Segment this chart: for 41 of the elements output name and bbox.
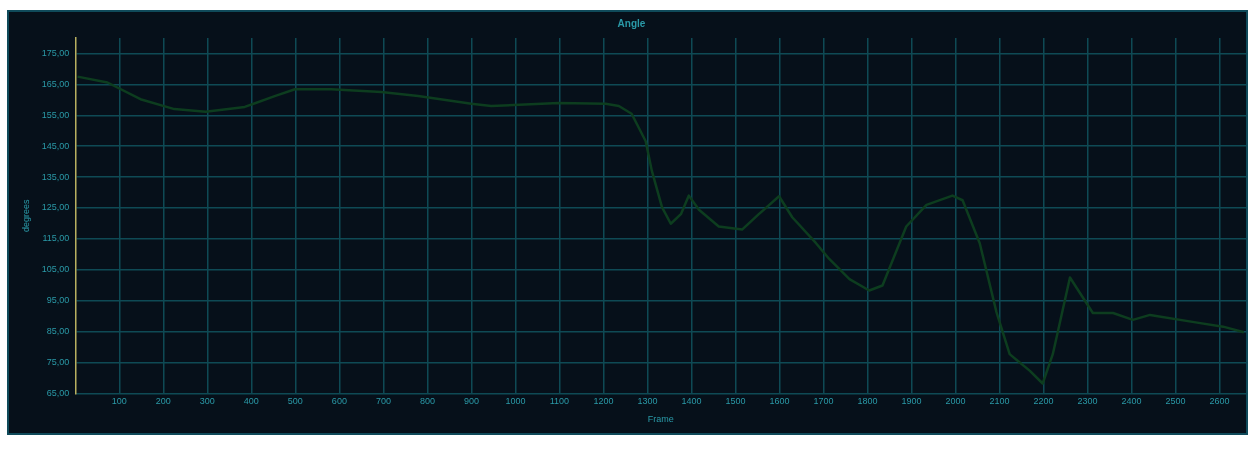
- y-tick-label: 165,00: [41, 78, 70, 89]
- x-tick-label: 1100: [549, 396, 570, 407]
- x-tick-label: 1600: [769, 396, 790, 407]
- x-axis-title: Frame: [647, 414, 674, 425]
- x-tick-label: 800: [419, 396, 435, 407]
- x-tick-label: 2200: [1033, 396, 1054, 407]
- x-tick-label: 2600: [1209, 396, 1230, 407]
- x-tick-label: 400: [243, 396, 259, 407]
- x-tick-label: 1400: [681, 396, 702, 407]
- x-tick-label: 200: [155, 396, 171, 407]
- chart-title: Angle: [617, 17, 646, 29]
- y-tick-label: 105,00: [41, 264, 70, 275]
- x-tick-label: 700: [375, 396, 391, 407]
- y-tick-label: 75,00: [46, 356, 70, 367]
- y-tick-label: 85,00: [46, 326, 70, 337]
- y-tick-label: 155,00: [41, 109, 70, 120]
- y-axis-title: degrees: [20, 198, 31, 232]
- y-tick-label: 145,00: [41, 140, 70, 151]
- x-tick-label: 2100: [989, 396, 1010, 407]
- x-tick-label: 1700: [813, 396, 834, 407]
- x-tick-label: 500: [287, 396, 303, 407]
- x-tick-label: 1500: [725, 396, 746, 407]
- y-tick-label: 135,00: [41, 171, 70, 182]
- x-tick-label: 1300: [637, 396, 658, 407]
- x-tick-label: 1000: [505, 396, 526, 407]
- y-tick-label: 95,00: [46, 295, 70, 306]
- x-tick-label: 900: [463, 396, 479, 407]
- x-tick-label: 300: [199, 396, 215, 407]
- y-tick-label: 65,00: [46, 387, 70, 398]
- x-tick-label: 2400: [1121, 396, 1142, 407]
- x-tick-label: 2000: [945, 396, 966, 407]
- x-tick-label: 2300: [1077, 396, 1098, 407]
- y-tick-label: 115,00: [42, 233, 70, 244]
- x-tick-label: 1200: [593, 396, 614, 407]
- x-tick-label: 1900: [901, 396, 922, 407]
- x-tick-label: 100: [111, 396, 127, 407]
- y-tick-label: 175,00: [41, 47, 70, 58]
- x-tick-label: 600: [331, 396, 347, 407]
- x-tick-label: 2500: [1165, 396, 1186, 407]
- y-tick-label: 125,00: [41, 202, 70, 213]
- x-tick-label: 1800: [857, 396, 878, 407]
